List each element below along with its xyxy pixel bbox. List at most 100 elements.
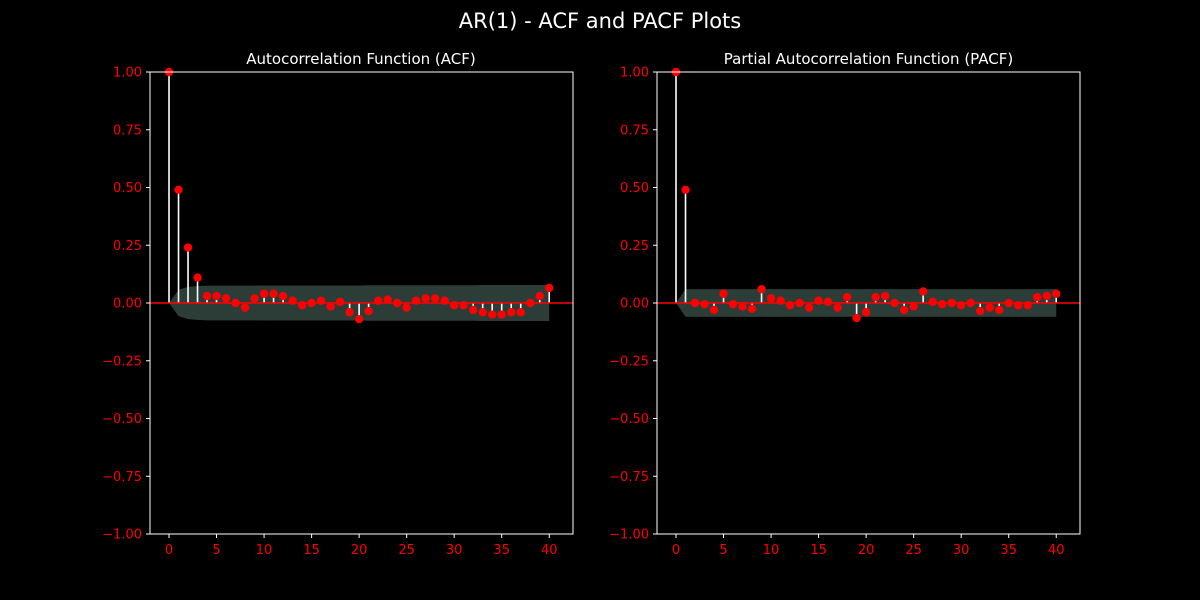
pacf-point-22 xyxy=(880,291,890,301)
acf-point-27 xyxy=(421,294,430,303)
acf-point-15 xyxy=(307,298,316,308)
pacf-point-26 xyxy=(918,287,928,296)
pacf-ytick-label: 1.00 xyxy=(620,66,649,81)
acf-point-28 xyxy=(430,294,440,303)
pacf-ytick-label: 0.00 xyxy=(620,297,649,312)
acf-point-36 xyxy=(507,308,516,317)
pacf-point-2 xyxy=(690,298,700,308)
acf-point-12 xyxy=(278,291,288,301)
acf-xtick-label: 0 xyxy=(165,543,173,558)
pacf-xtick-label: 0 xyxy=(672,543,680,558)
pacf-point-16 xyxy=(823,297,833,307)
acf-point-38 xyxy=(526,298,535,308)
acf-point-13 xyxy=(288,296,297,305)
pacf-point-18 xyxy=(842,293,852,302)
acf-xtick-label: 10 xyxy=(256,543,273,558)
acf-point-19 xyxy=(345,308,354,317)
pacf-point-24 xyxy=(899,305,909,315)
acf-point-4 xyxy=(202,291,212,301)
acf-point-16 xyxy=(316,296,326,305)
pacf-point-34 xyxy=(995,305,1004,315)
acf-xtick-label: 35 xyxy=(493,543,510,558)
pacf-point-23 xyxy=(890,298,899,308)
acf-point-35 xyxy=(497,310,506,319)
acf-point-29 xyxy=(440,296,449,305)
pacf-point-12 xyxy=(785,301,795,310)
acf-point-24 xyxy=(392,298,402,308)
acf-xtick-label: 40 xyxy=(541,543,558,558)
pacf-ytick-label: 0.25 xyxy=(620,239,649,254)
pacf-point-21 xyxy=(871,293,880,302)
pacf-ytick-label: −0.50 xyxy=(609,412,649,427)
acf-xtick-label: 5 xyxy=(212,543,220,558)
pacf-point-1 xyxy=(681,185,690,195)
acf-point-40 xyxy=(545,283,554,293)
pacf-point-3 xyxy=(700,299,709,309)
pacf-point-20 xyxy=(861,308,871,317)
acf-point-25 xyxy=(402,303,411,312)
figure-title: AR(1) - ACF and PACF Plots xyxy=(458,9,742,33)
acf-point-1 xyxy=(174,185,183,195)
pacf-point-11 xyxy=(776,296,785,305)
pacf-point-38 xyxy=(1033,293,1042,302)
acf-ytick-label: 1.00 xyxy=(113,66,142,81)
pacf-point-19 xyxy=(852,313,861,323)
acf-xtick-label: 25 xyxy=(398,543,415,558)
acf-point-5 xyxy=(212,291,221,301)
pacf-point-30 xyxy=(956,301,966,310)
acf-point-6 xyxy=(221,294,231,303)
pacf-point-40 xyxy=(1052,289,1061,298)
pacf-ytick-label: −0.25 xyxy=(609,354,649,369)
pacf-point-27 xyxy=(928,297,937,307)
pacf-point-28 xyxy=(937,299,947,309)
pacf-xtick-label: 10 xyxy=(763,543,780,558)
acf-point-39 xyxy=(535,291,544,301)
pacf-point-32 xyxy=(975,306,985,316)
pacf-point-33 xyxy=(985,303,994,312)
pacf-ytick-label: −0.75 xyxy=(609,470,649,485)
pacf-point-39 xyxy=(1042,291,1051,301)
pacf-point-36 xyxy=(1014,301,1023,310)
acf-point-26 xyxy=(411,296,421,305)
pacf-point-14 xyxy=(804,303,814,312)
acf-point-2 xyxy=(183,243,193,252)
acf-point-18 xyxy=(335,297,345,307)
pacf-point-35 xyxy=(1004,298,1013,308)
acf-point-22 xyxy=(373,296,383,305)
acf-point-30 xyxy=(449,301,459,310)
acf-point-34 xyxy=(488,310,497,319)
acf-point-33 xyxy=(478,308,487,317)
pacf-point-5 xyxy=(719,289,728,298)
acf-ytick-label: −1.00 xyxy=(102,528,142,543)
pacf-point-31 xyxy=(966,298,975,308)
pacf-ytick-label: 0.50 xyxy=(620,181,649,196)
pacf-point-15 xyxy=(814,296,823,305)
acf-point-37 xyxy=(516,308,525,317)
acf-panel: 1.00 0.75 0.50 0.25 0.00 −0.25 −0.50 −0.75 −1.00… xyxy=(102,50,574,558)
acf-point-9 xyxy=(250,294,259,303)
pacf-point-8 xyxy=(747,304,757,313)
acf-point-11 xyxy=(269,289,278,298)
pacf-point-6 xyxy=(728,299,738,309)
pacf-point-25 xyxy=(909,302,918,311)
acf-xtick-label: 15 xyxy=(303,543,320,558)
acf-point-10 xyxy=(259,289,269,298)
pacf-xtick-label: 30 xyxy=(953,543,970,558)
pacf-xtick-label: 15 xyxy=(810,543,827,558)
pacf-point-29 xyxy=(947,298,956,308)
pacf-point-37 xyxy=(1023,301,1032,310)
pacf-point-10 xyxy=(766,294,776,303)
acf-point-7 xyxy=(231,298,240,308)
pacf-xtick-label: 25 xyxy=(905,543,922,558)
pacf-point-17 xyxy=(833,303,842,312)
pacf-title: Partial Autocorrelation Function (PACF) xyxy=(724,50,1013,68)
pacf-xtick-label: 35 xyxy=(1000,543,1017,558)
pacf-xtick-label: 40 xyxy=(1048,543,1065,558)
acf-ytick-label: 0.25 xyxy=(113,239,142,254)
acf-xtick-label: 30 xyxy=(446,543,463,558)
acf-point-21 xyxy=(364,306,373,316)
pacf-xtick-label: 5 xyxy=(719,543,727,558)
pacf-point-13 xyxy=(795,298,804,308)
